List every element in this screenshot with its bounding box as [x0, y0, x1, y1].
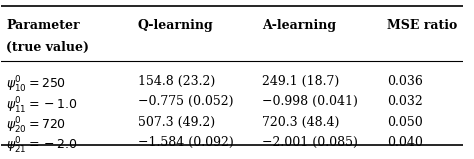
Text: 249.1 (18.7): 249.1 (18.7): [262, 75, 339, 88]
Text: 0.050: 0.050: [387, 116, 422, 129]
Text: −2.001 (0.085): −2.001 (0.085): [262, 136, 358, 149]
Text: −0.998 (0.041): −0.998 (0.041): [262, 95, 358, 108]
Text: 507.3 (49.2): 507.3 (49.2): [137, 116, 215, 129]
Text: 154.8 (23.2): 154.8 (23.2): [137, 75, 215, 88]
Text: MSE ratio: MSE ratio: [387, 19, 457, 32]
Text: $\psi^0_{10} = 250$: $\psi^0_{10} = 250$: [6, 75, 66, 95]
Text: 0.036: 0.036: [387, 75, 423, 88]
Text: 720.3 (48.4): 720.3 (48.4): [262, 116, 339, 129]
Text: −0.775 (0.052): −0.775 (0.052): [137, 95, 233, 108]
Text: −1.584 (0.092): −1.584 (0.092): [137, 136, 233, 149]
Text: $\psi^0_{20} = 720$: $\psi^0_{20} = 720$: [6, 116, 66, 136]
Text: Q-learning: Q-learning: [137, 19, 213, 32]
Text: (true value): (true value): [6, 40, 89, 53]
Text: 0.032: 0.032: [387, 95, 422, 108]
Text: Parameter: Parameter: [6, 19, 80, 32]
Text: $\psi^0_{11} = -1.0$: $\psi^0_{11} = -1.0$: [6, 95, 77, 116]
Text: 0.040: 0.040: [387, 136, 423, 149]
Text: $\psi^0_{21} = -2.0$: $\psi^0_{21} = -2.0$: [6, 136, 77, 156]
Text: A-learning: A-learning: [262, 19, 337, 32]
